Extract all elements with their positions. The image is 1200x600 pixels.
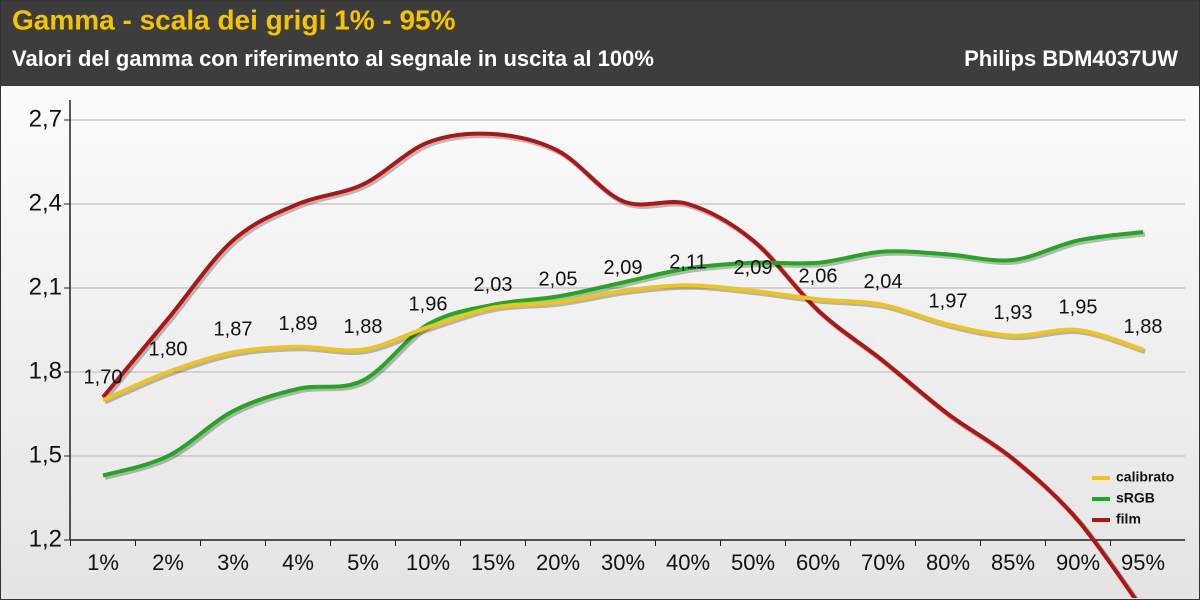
x-tick-label: 30% [601,550,645,575]
legend-label: film [1116,511,1141,527]
data-label: 1,93 [994,302,1033,324]
data-label: 2,09 [604,257,643,279]
x-tick-label: 2% [152,550,184,575]
legend-label: sRGB [1116,490,1155,506]
y-tick-label: 1,2 [29,525,62,552]
data-label: 1,97 [929,291,968,313]
data-label: 1,87 [214,319,253,341]
data-label: 2,03 [474,274,513,296]
header [0,0,1200,86]
y-tick-label: 1,5 [29,441,62,468]
x-tick-label: 10% [406,550,450,575]
data-label: 1,95 [1059,296,1098,318]
legend-label: calibrato [1116,469,1174,485]
y-tick-label: 2,4 [29,189,62,216]
chart-subtitle: Valori del gamma con riferimento al segn… [12,46,654,71]
x-tick-label: 70% [861,550,905,575]
x-tick-label: 5% [347,550,379,575]
x-tick-label: 95% [1121,550,1165,575]
data-label: 1,88 [344,316,383,338]
series-line [102,283,1144,402]
data-label: 1,70 [84,366,123,388]
y-tick-label: 2,1 [29,273,62,300]
x-tick-label: 20% [536,550,580,575]
x-tick-label: 80% [926,550,970,575]
series-line [101,131,1138,598]
x-tick-label: 60% [796,550,840,575]
chart-title: Gamma - scala dei grigi 1% - 95% [12,4,456,35]
series-group [101,131,1139,598]
y-tick-label: 1,8 [29,357,62,384]
data-label: 2,05 [539,268,578,290]
data-label: 1,88 [1124,316,1163,338]
x-tick-label: 15% [471,550,515,575]
y-tick-label: 2,7 [29,105,62,132]
x-tick-label: 40% [666,550,710,575]
x-tick-label: 3% [217,550,249,575]
data-label: 2,04 [864,271,903,293]
data-label: 1,80 [149,338,188,360]
data-label: 1,96 [409,293,448,315]
series-group [102,230,1146,481]
x-tick-label: 4% [282,550,314,575]
series-line [102,230,1144,478]
data-label: 2,09 [734,257,773,279]
data-label: 2,06 [799,265,838,287]
x-tick-label: 85% [991,550,1035,575]
data-label: 1,89 [279,313,318,335]
x-tick-label: 50% [731,550,775,575]
monitor-name: Philips BDM4037UW [964,46,1178,71]
plot: 1,2 1,5 1,8 2,1 2,4 2,7 1% 2% 3% 4% 5% 10% 15% 20% 30%… [29,100,1185,598]
series-group [102,283,1146,405]
x-tick-label: 90% [1056,550,1100,575]
data-label: 2,11 [669,251,706,273]
x-tick-label: 1% [87,550,119,575]
